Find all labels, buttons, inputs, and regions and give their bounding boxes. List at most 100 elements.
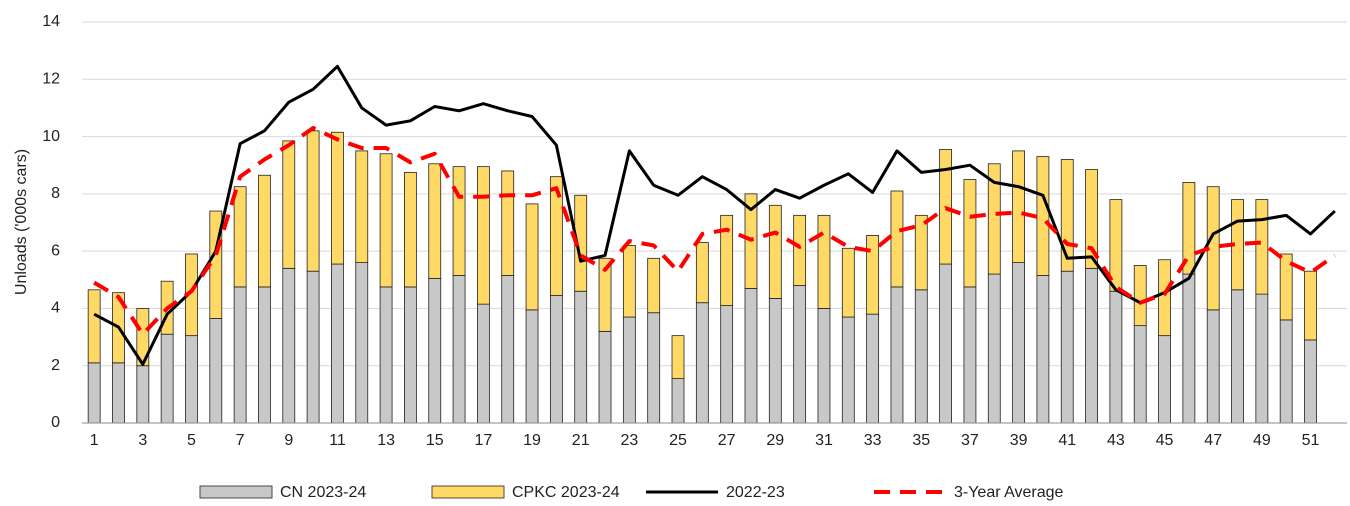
bar-segment xyxy=(841,316,855,424)
bar-segment xyxy=(1060,270,1074,424)
x-tick-label: 29 xyxy=(766,432,784,449)
bar-segment xyxy=(1012,150,1025,263)
bar-segment xyxy=(793,214,807,286)
bar-segment xyxy=(282,267,296,424)
bar-segment xyxy=(525,203,539,311)
bar-segment xyxy=(695,302,709,424)
x-tick-label: 49 xyxy=(1253,432,1271,449)
bar-segment xyxy=(1279,319,1293,424)
x-tick-label: 7 xyxy=(236,432,245,449)
bar-segment xyxy=(768,298,782,424)
x-tick-label: 13 xyxy=(377,432,395,449)
bar-segment xyxy=(1036,156,1050,276)
bar-segment xyxy=(1255,293,1269,424)
x-tick-label: 25 xyxy=(669,432,687,449)
bar-segment xyxy=(379,286,393,424)
bar-segment xyxy=(355,262,369,424)
x-tick-label: 43 xyxy=(1107,432,1125,449)
bar-segment xyxy=(549,176,563,296)
bar-segment xyxy=(866,313,880,424)
bar-segment xyxy=(647,312,661,424)
bar-segment xyxy=(817,308,831,424)
bar-segment xyxy=(452,275,466,424)
x-tick-label: 27 xyxy=(718,432,736,449)
bar-segment xyxy=(501,275,515,424)
x-tick-label: 17 xyxy=(474,432,492,449)
bar-segment xyxy=(306,270,320,424)
x-tick-label: 15 xyxy=(426,432,444,449)
legend-label: CPKC 2023-24 xyxy=(512,484,620,501)
bar-segment xyxy=(136,365,150,424)
bar-segment xyxy=(1012,262,1025,424)
x-tick-label: 3 xyxy=(138,432,147,449)
bar-segment xyxy=(720,305,734,424)
bar-segment xyxy=(1255,199,1269,295)
bar-segment xyxy=(914,289,928,424)
bar-segment xyxy=(939,263,953,424)
bar-segment xyxy=(793,285,807,424)
y-tick-label: 8 xyxy=(51,185,60,202)
bar-segment xyxy=(963,286,977,424)
x-tick-label: 47 xyxy=(1204,432,1222,449)
bar-segment xyxy=(1182,273,1196,424)
bar-segment xyxy=(331,263,344,424)
bar-segment xyxy=(574,290,588,424)
bar-segment xyxy=(525,309,539,424)
legend-swatch xyxy=(431,485,505,499)
bar-segment xyxy=(379,153,393,288)
bar-segment xyxy=(1085,169,1098,269)
bar-segment xyxy=(258,174,271,288)
bar-segment xyxy=(720,214,734,306)
bar-segment xyxy=(233,286,247,424)
bar-segment xyxy=(744,287,758,424)
bar-segment xyxy=(647,257,661,314)
bar-segment xyxy=(331,131,344,265)
line-series xyxy=(93,125,1336,337)
bar-segment xyxy=(914,214,928,291)
bar-segment xyxy=(987,163,1001,275)
bar-segment xyxy=(1133,325,1147,424)
bar-segment xyxy=(622,245,636,318)
line-series xyxy=(93,64,1336,366)
bar-segment xyxy=(1304,270,1317,341)
bar-segment xyxy=(890,190,904,288)
bar-segment xyxy=(622,316,636,424)
legend-label: 3-Year Average xyxy=(954,484,1064,501)
x-tick-label: 33 xyxy=(864,432,882,449)
legend-label: 2022-23 xyxy=(726,484,785,501)
bar-segment xyxy=(476,166,490,305)
bar-segment xyxy=(817,214,831,309)
bar-segment xyxy=(306,130,320,272)
bar-segment xyxy=(501,170,515,276)
y-tick-label: 4 xyxy=(51,300,60,317)
bar-segment xyxy=(695,242,709,304)
x-tick-label: 41 xyxy=(1058,432,1076,449)
y-tick-label: 6 xyxy=(51,242,60,259)
bar-segment xyxy=(1085,267,1098,424)
bar-segment xyxy=(1158,259,1171,337)
bar-segment xyxy=(987,273,1001,424)
bar-segment xyxy=(404,171,417,288)
x-tick-label: 45 xyxy=(1156,432,1174,449)
bar-segment xyxy=(160,333,174,424)
bar-segment xyxy=(768,204,782,299)
bar-segment xyxy=(1304,339,1317,424)
x-tick-label: 31 xyxy=(815,432,833,449)
bar-segment xyxy=(112,362,125,424)
x-tick-label: 39 xyxy=(1010,432,1028,449)
bar-segment xyxy=(866,234,880,315)
x-tick-label: 5 xyxy=(187,432,196,449)
bar-segment xyxy=(87,362,101,424)
bar-segment xyxy=(1182,181,1196,275)
y-tick-label: 14 xyxy=(42,13,60,30)
bar-segment xyxy=(258,286,271,424)
bar-segment xyxy=(1036,275,1050,424)
bar-segment xyxy=(963,179,977,288)
bar-segment xyxy=(1231,289,1244,424)
bar-segment xyxy=(185,335,198,424)
x-tick-label: 1 xyxy=(90,432,99,449)
x-tick-label: 19 xyxy=(523,432,541,449)
bar-segment xyxy=(428,163,442,279)
bar-segment xyxy=(841,247,855,318)
